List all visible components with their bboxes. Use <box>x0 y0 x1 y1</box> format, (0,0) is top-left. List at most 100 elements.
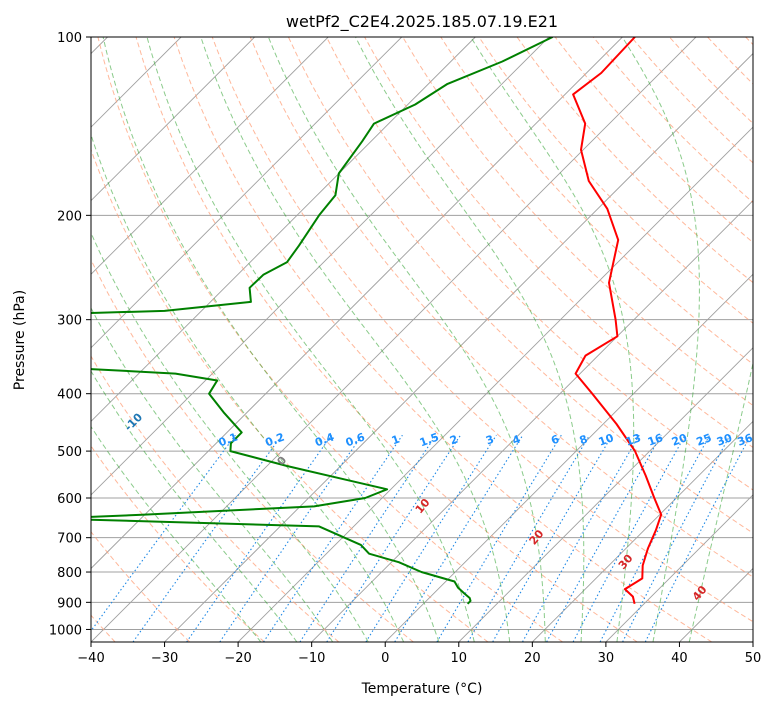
mixing-ratio-label: 1.5 <box>418 431 441 450</box>
moist-adiabat-25 <box>355 37 585 642</box>
isotherm--40 <box>91 37 697 642</box>
mixing-ratio-label: 10 <box>597 431 616 449</box>
mixing-ratio-label: 0.2 <box>263 431 286 450</box>
mixing-ratio-line-0.1 <box>91 434 236 632</box>
mixing-ratio-label: 1 <box>390 433 402 448</box>
mixing-ratio-line-0.6 <box>219 434 363 642</box>
plot-background <box>91 37 753 642</box>
x-tick-label: −20 <box>224 651 251 666</box>
isotherm--80 <box>91 37 403 349</box>
mixing-ratio-label: 16 <box>646 431 665 449</box>
x-axis: −40 −30 −20 −10 0 10 20 30 40 50 <box>77 642 761 666</box>
y-tick-label: 400 <box>57 388 82 403</box>
mixing-ratio-line-36 <box>644 434 752 642</box>
mixing-ratio-label: 0.1 <box>217 431 240 450</box>
mixing-ratio-label: 0.6 <box>344 430 367 449</box>
y-tick-label: 800 <box>57 566 82 581</box>
mixing-ratio-label: 0.4 <box>313 430 336 449</box>
x-tick-label: −30 <box>151 651 178 666</box>
chart-title: wetPf2_C2E4.2025.185.07.19.E21 <box>286 12 558 32</box>
moist-adiabat-10 <box>146 37 475 642</box>
isotherm--50 <box>91 37 623 570</box>
isotherm--100 <box>91 37 255 202</box>
isotherm-0 <box>384 273 753 642</box>
dry-adiabat-130 <box>516 37 753 284</box>
dry-adiabat-80 <box>326 37 753 491</box>
moist-adiabat-20 <box>267 37 546 642</box>
mixing-ratio-label: 36 <box>736 431 755 449</box>
mixing-ratio-line-8 <box>467 434 591 642</box>
moist-adiabat-15 <box>200 37 511 642</box>
mixing-ratio-line-16 <box>546 434 662 642</box>
x-tick-label: 50 <box>745 651 762 666</box>
dry-adiabat-0 <box>91 258 414 642</box>
profile-series <box>91 37 663 605</box>
mixing-ratio-label: 20 <box>670 431 689 449</box>
dewpoint-profile-line <box>91 37 554 605</box>
dry-adiabat--10 <box>91 355 340 642</box>
y-tick-label: 1000 <box>49 623 82 638</box>
moist-adiabat-5 <box>102 37 440 642</box>
x-tick-label: −10 <box>298 651 325 666</box>
dry-adiabat-60 <box>249 37 753 578</box>
x-tick-label: 30 <box>598 651 615 666</box>
mixing-ratio-label: 30 <box>715 431 734 449</box>
mixing-ratio-line-0.4 <box>186 434 332 642</box>
x-tick-label: 10 <box>451 651 468 666</box>
mixing-ratio-label: 2 <box>448 433 460 448</box>
moist-adiabat-40 <box>688 360 753 642</box>
dry-adiabat-20 <box>97 37 563 642</box>
mixing-ratio-label: 6 <box>549 432 561 447</box>
mixing-ratio-label: 25 <box>695 431 714 448</box>
plot-frame <box>90 36 754 643</box>
mixing-ratio-label: 13 <box>624 431 643 448</box>
y-tick-label: 100 <box>57 31 82 46</box>
mixing-ratio-line-6 <box>436 434 562 642</box>
mixing-ratio-line-3 <box>365 434 497 642</box>
isotherm-30 <box>605 494 753 642</box>
y-axis-label: Pressure (hPa) <box>12 290 28 390</box>
dry-adiabat-50 <box>211 37 753 623</box>
y-tick-label: 500 <box>57 445 82 460</box>
moist-adiabats <box>91 37 753 642</box>
y-axis: 100 200 300 400 500 600 700 800 900 1000 <box>49 31 91 638</box>
y-tick-label: 200 <box>57 209 82 224</box>
mixing-ratio-line-30 <box>622 434 731 642</box>
moist-adiabat-35 <box>621 37 700 642</box>
isotherm--70 <box>91 37 476 422</box>
moist-adiabat--10 <box>91 307 334 642</box>
mixing-ratio-lines <box>91 434 752 642</box>
moist-adiabat--20 <box>91 425 262 642</box>
y-tick-label: 600 <box>57 492 82 507</box>
isotherm--30 <box>164 52 753 642</box>
moist-adiabat-0 <box>91 133 405 642</box>
y-tick-label: 300 <box>57 314 82 329</box>
x-tick-label: 0 <box>381 651 389 666</box>
dry-adiabat--30 <box>91 531 191 642</box>
x-tick-label: 20 <box>524 651 541 666</box>
isotherm-20 <box>532 420 753 642</box>
mixing-ratio-line-20 <box>572 434 686 642</box>
mixing-ratio-label: 8 <box>578 433 590 448</box>
mixing-ratio-label: 4 <box>511 432 523 447</box>
dry-adiabats <box>91 37 753 642</box>
x-axis-label: Temperature (°C) <box>361 681 483 697</box>
mixing-ratio-line-13 <box>522 434 640 642</box>
moist-adiabat--5 <box>91 231 369 642</box>
dry-adiabat-10 <box>91 148 489 642</box>
dry-adiabat-40 <box>173 37 713 642</box>
mixing-ratio-line-4 <box>394 434 524 642</box>
isotherm--60 <box>91 37 550 496</box>
dry-adiabat--20 <box>91 445 265 642</box>
y-tick-label: 900 <box>57 596 82 611</box>
isotherm-10 <box>458 347 753 642</box>
x-tick-label: 40 <box>671 651 688 666</box>
isotherm--90 <box>91 37 329 275</box>
dry-adiabat-100 <box>402 37 753 407</box>
mixing-ratio-label: 3 <box>484 433 496 448</box>
temperature-profile-line <box>572 37 663 605</box>
mixing-ratio-line-2 <box>326 434 461 642</box>
dry-adiabat-120 <box>478 37 753 324</box>
grid <box>91 37 753 642</box>
